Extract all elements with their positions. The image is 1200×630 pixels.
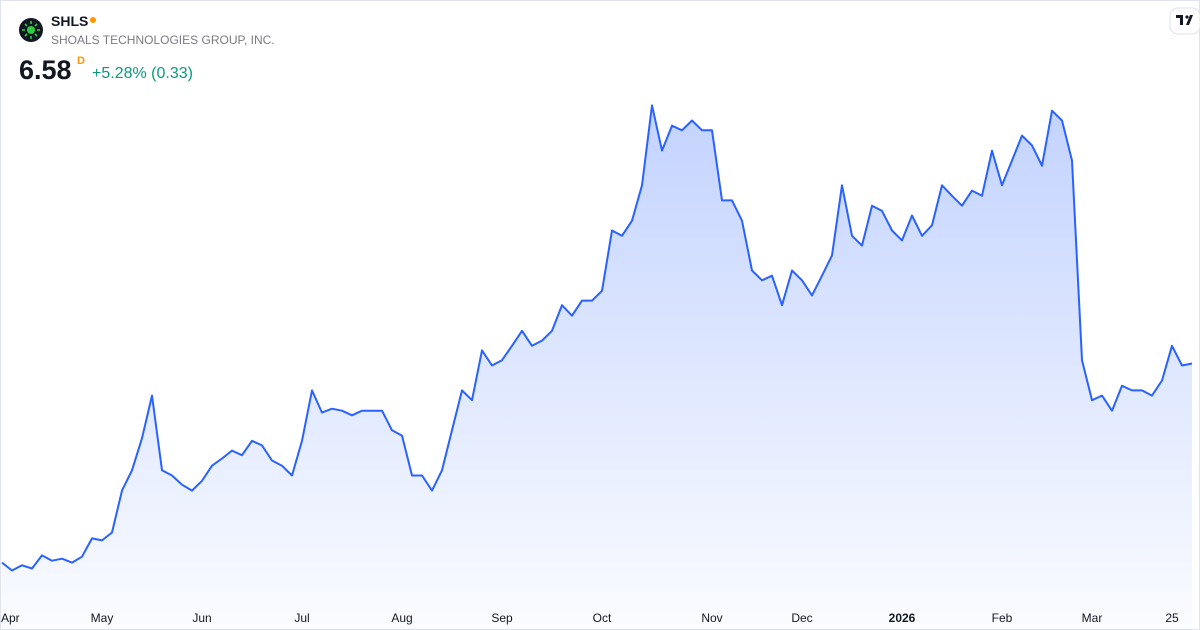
tradingview-logo[interactable] xyxy=(1169,7,1200,35)
x-tick-label: Sep xyxy=(491,611,513,625)
x-tick-label: Apr xyxy=(1,611,20,625)
price: 6.58 xyxy=(19,55,72,85)
price-change: +5.28% (0.33) xyxy=(92,65,193,82)
logo xyxy=(19,18,43,42)
x-tick-label: Dec xyxy=(791,611,812,625)
x-tick-label: Oct xyxy=(593,611,612,625)
x-tick-label: Nov xyxy=(701,611,722,625)
x-tick-label: 25 xyxy=(1165,611,1179,625)
interval: D xyxy=(77,55,85,67)
price-line xyxy=(1,104,1193,572)
market-status xyxy=(90,17,96,23)
x-tick-label: 2026 xyxy=(889,611,916,625)
symbol[interactable]: SHLS xyxy=(51,13,89,29)
x-tick-label: Aug xyxy=(391,611,412,625)
x-tick-label: May xyxy=(91,611,114,625)
x-tick-label: Mar xyxy=(1082,611,1103,625)
x-tick-label: Jul xyxy=(294,611,309,625)
company-name: SHOALS TECHNOLOGIES GROUP, INC. xyxy=(51,33,275,47)
plot: Apr May Jun Jul Aug Sep Oct Nov Dec 2026 Feb Mar 25 xyxy=(1,104,1193,630)
area-fill xyxy=(2,105,1192,630)
x-tick-label: Jun xyxy=(192,611,211,625)
x-tick-label: Feb xyxy=(992,611,1013,625)
